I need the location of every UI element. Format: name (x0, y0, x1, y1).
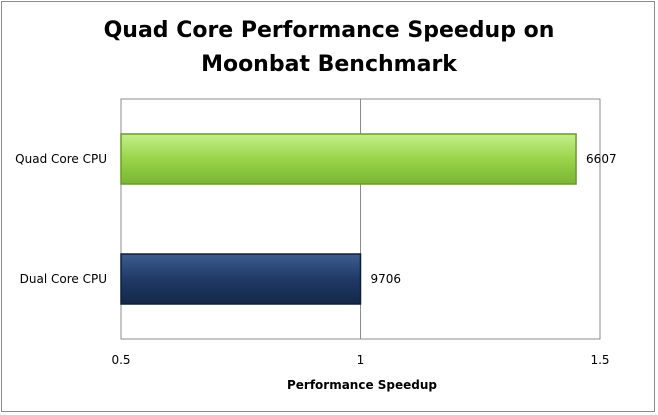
data-label: 6607 (586, 152, 617, 166)
data-label: 9706 (371, 272, 402, 286)
y-category-label: Dual Core CPU (20, 272, 107, 286)
chart-title-line-2: Moonbat Benchmark (201, 52, 457, 77)
bar-quad-core-cpu (120, 133, 577, 185)
x-tick-label: 0.5 (111, 353, 130, 367)
chart-title: Quad Core Performance Speedup on Moonbat… (0, 14, 658, 82)
x-tick-label: 1.5 (590, 353, 609, 367)
y-category-label: Quad Core CPU (15, 152, 107, 166)
x-tick-label: 1 (357, 353, 365, 367)
chart-title-line-1: Quad Core Performance Speedup on (103, 18, 555, 43)
bar-dual-core-cpu (120, 253, 362, 305)
x-axis-title: Performance Speedup (287, 378, 437, 392)
